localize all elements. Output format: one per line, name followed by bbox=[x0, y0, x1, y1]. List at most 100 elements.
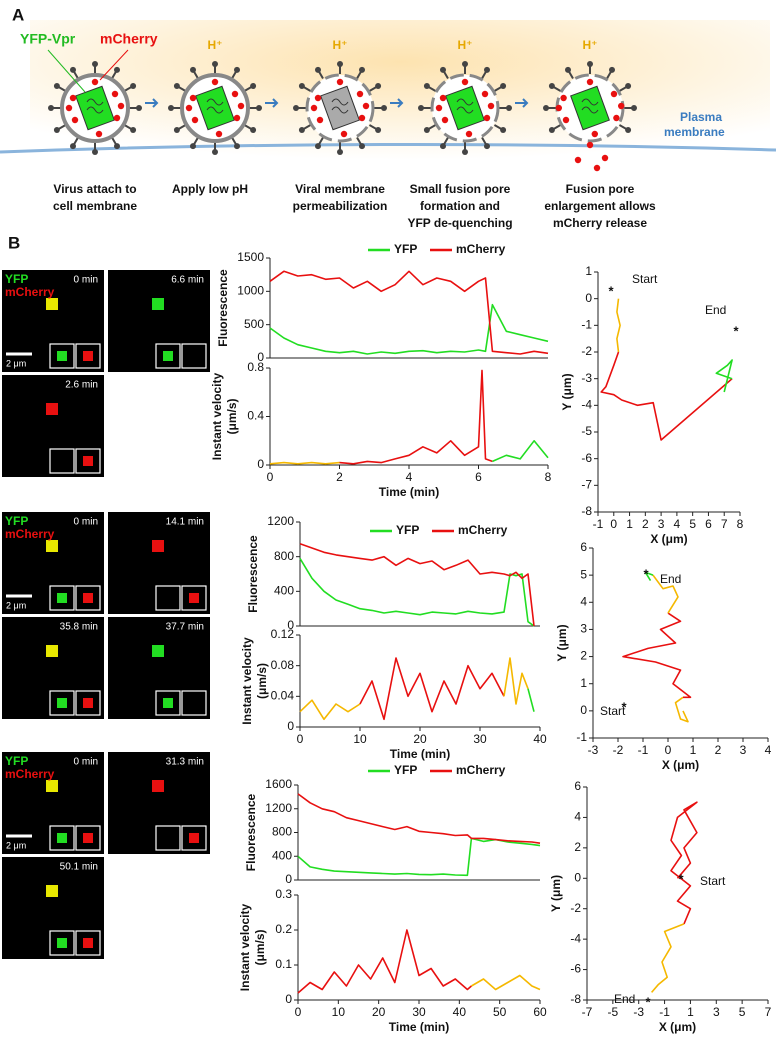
y-tick-label: -4 bbox=[570, 931, 581, 945]
x-tick-label: 6 bbox=[705, 517, 712, 531]
spike-head bbox=[256, 105, 262, 111]
mcherry-dot bbox=[362, 102, 370, 110]
channel-mcherry: mCherry bbox=[5, 527, 55, 541]
x-axis-label: X (μm) bbox=[662, 758, 699, 772]
inset-particle bbox=[57, 698, 67, 708]
x-tick-label: 0 bbox=[665, 743, 672, 757]
trace bbox=[715, 359, 733, 393]
arrow bbox=[145, 98, 159, 108]
step-caption: YFP de-quenching bbox=[407, 216, 512, 230]
spike-head bbox=[609, 66, 615, 73]
spike-head bbox=[298, 83, 305, 89]
step-caption: enlargement allows bbox=[544, 199, 656, 213]
inset bbox=[49, 690, 75, 716]
trace bbox=[269, 461, 340, 465]
inset bbox=[49, 930, 75, 956]
mcherry-dot bbox=[435, 104, 443, 112]
step-caption: Apply low pH bbox=[172, 182, 248, 196]
endpoint-marker: * bbox=[678, 871, 684, 886]
proton: H⁺ bbox=[208, 38, 223, 52]
spike-head bbox=[234, 143, 240, 150]
mcherry-dot bbox=[215, 130, 223, 138]
x-tick-label: 5 bbox=[739, 1005, 746, 1019]
mcherry-dot bbox=[618, 102, 625, 110]
spike-head bbox=[381, 105, 387, 111]
mcherry-dot bbox=[358, 114, 366, 122]
x-tick-label: -1 bbox=[659, 1005, 670, 1019]
y-axis-label: Fluorescence bbox=[244, 793, 258, 871]
mcherry-dot bbox=[314, 94, 322, 102]
frame-time: 6.6 min bbox=[171, 275, 204, 286]
inset bbox=[155, 690, 181, 716]
trace bbox=[600, 351, 733, 441]
x-tick-label: 3 bbox=[713, 1005, 720, 1019]
inset bbox=[181, 585, 207, 611]
inset bbox=[155, 585, 181, 611]
x-tick-label: 0 bbox=[267, 470, 274, 484]
y-tick-label: 6 bbox=[580, 540, 587, 554]
spike-head bbox=[48, 105, 54, 111]
x-tick-label: 8 bbox=[737, 517, 744, 531]
y-tick-label: 400 bbox=[272, 848, 292, 862]
y-tick-label: -5 bbox=[581, 424, 592, 438]
released-dot bbox=[593, 164, 601, 172]
inset bbox=[49, 343, 75, 369]
x-tick-label: -7 bbox=[582, 1005, 593, 1019]
x-tick-label: 8 bbox=[545, 470, 552, 484]
x-tick-label: 4 bbox=[765, 743, 772, 757]
arrow bbox=[265, 98, 279, 108]
x-axis-label: Time (min) bbox=[379, 485, 439, 499]
y-axis-label: Instant velocity bbox=[240, 637, 254, 725]
inset-particle bbox=[163, 698, 173, 708]
spike-head bbox=[375, 83, 382, 89]
spike-head bbox=[631, 105, 637, 111]
trace bbox=[269, 303, 549, 355]
pointer bbox=[99, 49, 129, 81]
inset bbox=[75, 690, 101, 716]
y-tick-label: 0 bbox=[287, 618, 294, 632]
x-tick-label: 1 bbox=[626, 517, 633, 531]
y-tick-label: 3 bbox=[580, 622, 587, 636]
mcherry-dot bbox=[586, 78, 594, 86]
mcherry-dot bbox=[65, 104, 73, 112]
endpoint-marker: * bbox=[733, 323, 739, 338]
spike-head bbox=[190, 66, 196, 73]
spike-head bbox=[315, 143, 321, 150]
spike-head bbox=[70, 143, 76, 150]
y-tick-label: 0.2 bbox=[275, 922, 292, 936]
mcherry-dot bbox=[191, 116, 199, 124]
particle bbox=[152, 298, 164, 310]
spike-head bbox=[190, 143, 196, 150]
y-tick-label: 0 bbox=[285, 992, 292, 1006]
inset bbox=[49, 825, 75, 851]
frame-time: 50.1 min bbox=[60, 862, 98, 873]
y-axis-label: Fluorescence bbox=[246, 535, 260, 613]
channel-yfp: YFP bbox=[5, 514, 28, 528]
spike-head bbox=[565, 66, 571, 73]
x-tick-label: 50 bbox=[493, 1005, 507, 1019]
capsid bbox=[445, 85, 485, 131]
y-tick-label: -1 bbox=[581, 318, 592, 332]
mcherry-dot bbox=[481, 90, 489, 98]
step-caption: Small fusion pore bbox=[410, 182, 511, 196]
spike-head bbox=[250, 83, 257, 89]
x-axis-label: X (μm) bbox=[659, 1020, 696, 1034]
channel-mcherry: mCherry bbox=[5, 767, 55, 781]
spike-head bbox=[462, 149, 468, 155]
y-tick-label: 4 bbox=[574, 810, 581, 824]
inset-particle bbox=[57, 593, 67, 603]
y-tick-label: 0.12 bbox=[271, 627, 295, 641]
spike-head bbox=[440, 66, 446, 73]
inset bbox=[75, 585, 101, 611]
y-tick-label: 0.1 bbox=[275, 957, 292, 971]
x-tick-label: 30 bbox=[473, 732, 487, 746]
spike-head bbox=[315, 66, 321, 73]
mcherry-dot bbox=[591, 130, 598, 138]
inset bbox=[49, 448, 75, 474]
x-tick-label: 2 bbox=[715, 743, 722, 757]
frame-time: 35.8 min bbox=[60, 622, 98, 633]
x-tick-label: 0 bbox=[297, 732, 304, 746]
inset bbox=[49, 585, 75, 611]
y-tick-label: -3 bbox=[581, 371, 592, 385]
mcherry-dot bbox=[483, 114, 491, 122]
